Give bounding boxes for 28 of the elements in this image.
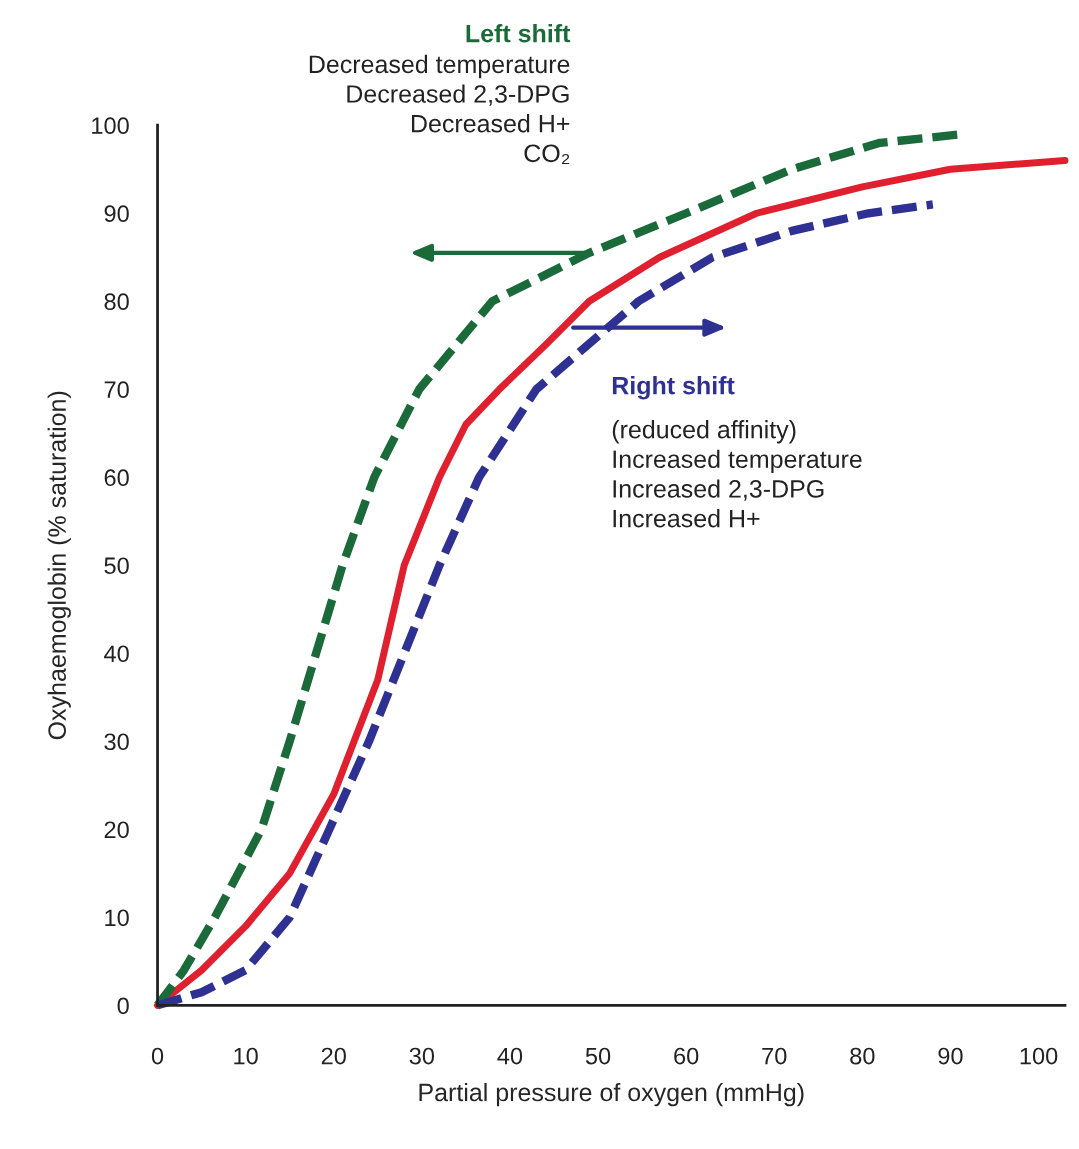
y-axis-title: Oxyhaemoglobin (% saturation) (47, 391, 71, 740)
y-tick-label: 100 (92, 117, 129, 135)
x-tick-label: 10 (234, 1047, 258, 1065)
x-tick-label: 20 (321, 1047, 346, 1065)
annotation: Right shift (612, 376, 735, 400)
annotation: Decreased temperature Decreased 2,3-DPG Decreased H+ CO₂ (309, 54, 570, 165)
text: Left shift (466, 24, 571, 43)
annotation: (reduced affinity) Increased temperature Increased 2,3-DPG Increased H+ (612, 420, 862, 528)
x-tick-label: 60 (674, 1047, 699, 1065)
x-tick-label: 100 (1020, 1047, 1058, 1065)
y-tick-label: 20 (104, 821, 129, 839)
y-tick-label: 50 (104, 557, 129, 575)
x-tick-label: 70 (762, 1047, 787, 1065)
y-tick-label: 10 (105, 909, 129, 927)
y-tick-label: 90 (104, 205, 129, 223)
x-tick-label: 90 (938, 1047, 963, 1065)
x-axis-title: Partial pressure of oxygen (mmHg) (419, 1082, 804, 1107)
y-tick-label: 40 (104, 645, 129, 663)
x-tick-label: 50 (585, 1047, 611, 1065)
y-tick-label: 60 (104, 469, 129, 487)
x-tick-label: 40 (497, 1047, 523, 1065)
x-tick-label: 0 (151, 1047, 164, 1065)
y-tick-label: 70 (104, 381, 129, 399)
x-tick-label: 80 (850, 1047, 875, 1065)
y-tick-label: 0 (117, 997, 129, 1015)
x-tick-label: 30 (409, 1047, 435, 1065)
y-tick-label: 30 (104, 733, 129, 751)
y-tick-label: 80 (104, 293, 129, 311)
